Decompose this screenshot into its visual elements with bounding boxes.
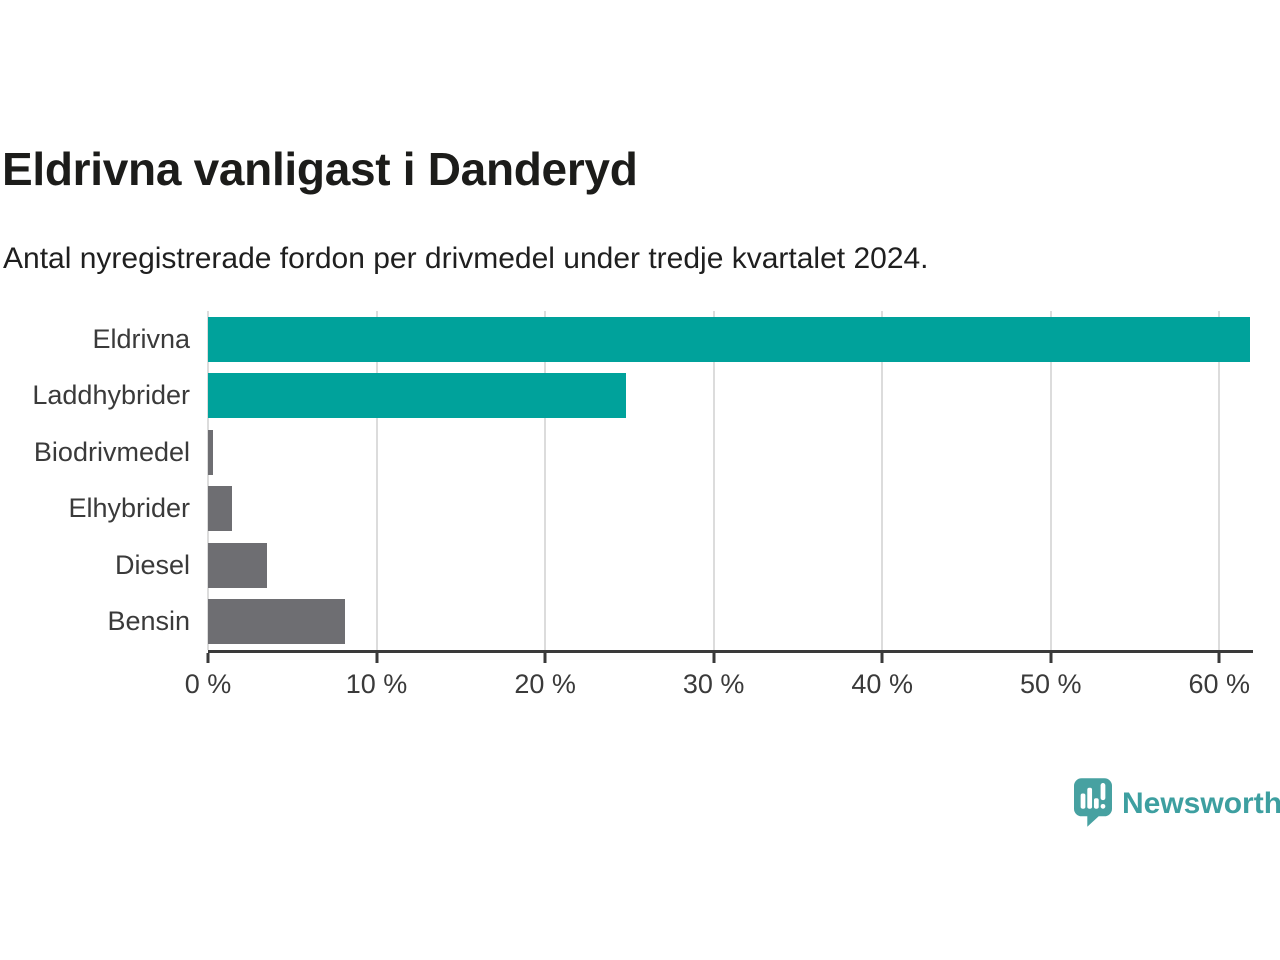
axis-tick	[543, 653, 547, 663]
gridline	[712, 311, 715, 650]
newsworthy-logo-text: Newsworthy	[1122, 787, 1280, 820]
bar-row	[208, 594, 1253, 651]
axis-tick	[1049, 653, 1053, 663]
x-axis-ticks	[206, 653, 1253, 663]
axis-tick	[206, 653, 210, 663]
category-label: Eldrivna	[92, 323, 190, 354]
x-axis-tick-labels: 0 % 10 % 20 % 30 % 40 % 50 % 60 %	[185, 669, 1253, 703]
bar-row	[208, 311, 1253, 368]
bar-row	[208, 537, 1253, 594]
category-label: Laddhybrider	[32, 380, 190, 411]
gridline	[207, 311, 209, 650]
plot-area	[207, 311, 1253, 650]
category-label: Elhybrider	[68, 493, 190, 524]
x-axis-line	[208, 650, 1253, 653]
bar-diesel	[208, 542, 267, 588]
bar-eldrivna	[208, 316, 1250, 362]
y-axis-labels: Eldrivna Laddhybrider Biodrivmedel Elhybrid…	[0, 311, 190, 650]
bar-biodrivmedel	[208, 429, 214, 475]
axis-tick	[712, 653, 716, 663]
axis-tick	[375, 653, 379, 663]
axis-tick-label: 30 %	[682, 669, 745, 699]
bars	[208, 311, 1253, 650]
axis-tick-label: 50 %	[1019, 669, 1082, 699]
axis-tick	[880, 653, 884, 663]
gridlines	[207, 311, 1253, 650]
category-label: Diesel	[114, 549, 190, 580]
bar-row	[208, 481, 1253, 538]
axis-tick-label: 20 %	[514, 669, 576, 699]
axis-tick-label: 0 %	[184, 669, 232, 699]
gridline	[1049, 311, 1052, 650]
gridline	[881, 311, 884, 650]
gridline	[375, 311, 378, 650]
newsworthy-logo-icon	[1074, 778, 1112, 827]
bar-bensin	[208, 599, 345, 645]
axis-tick-label: 40 %	[851, 669, 913, 699]
category-label: Biodrivmedel	[33, 436, 190, 467]
newsworthy-logo: Newsworthy	[1074, 778, 1280, 828]
chart-title: Eldrivna vanligast i Danderyd	[2, 143, 638, 195]
bar-row	[208, 424, 1253, 481]
chart-subtitle: Antal nyregistrerade fordon per drivmede…	[3, 242, 929, 275]
bar-laddhybrider	[208, 373, 626, 419]
axis-tick-label: 60 %	[1188, 669, 1251, 699]
bar-row	[208, 368, 1253, 425]
bar-elhybrider	[208, 486, 232, 532]
gridline	[544, 311, 547, 650]
axis-tick	[1217, 653, 1221, 663]
category-label: Bensin	[107, 606, 190, 637]
gridline	[1218, 311, 1221, 650]
axis-tick-label: 10 %	[345, 669, 408, 699]
bar-chart: Eldrivna Laddhybrider Biodrivmedel Elhybrid…	[0, 311, 1253, 699]
